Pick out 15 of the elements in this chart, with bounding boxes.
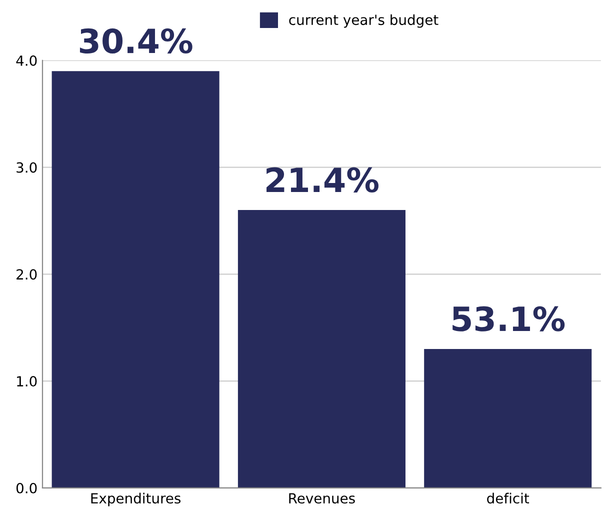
- annotation: 21.4%: [266, 167, 378, 192]
- x-tick-label: Expenditures: [91, 492, 181, 506]
- annotation: 30.4%: [80, 28, 192, 54]
- y-tick-label: 4.0: [16, 55, 37, 66]
- bar: [52, 71, 220, 488]
- y-tick-label: 2.0: [16, 269, 37, 280]
- annotation: 53.1%: [452, 306, 565, 332]
- x-tick-label: Revenues: [289, 493, 355, 504]
- bar: [238, 210, 406, 488]
- bar: [424, 348, 592, 488]
- legend-label: current year's budget: [289, 14, 438, 28]
- y-tick-label: 1.0: [17, 376, 37, 387]
- y-tick-label: 3.0: [16, 162, 37, 173]
- y-tick-label: 0.0: [16, 482, 37, 494]
- x-tick-label: deficit: [487, 492, 530, 504]
